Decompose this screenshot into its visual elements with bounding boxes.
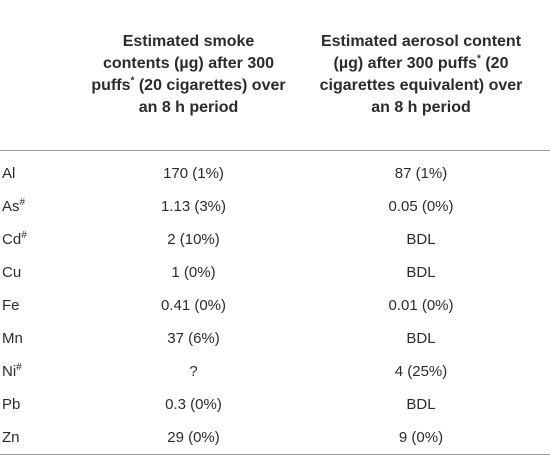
table-row: Cd# 2 (10%) BDL	[0, 223, 550, 256]
smoke-value-cell: 29 (0%)	[95, 421, 292, 455]
table-row: Cu 1 (0%) BDL	[0, 256, 550, 289]
header-smoke-text-b: (20 cigarettes) over an 8 h period	[134, 77, 286, 116]
element-cell: Mn	[0, 322, 95, 355]
table-row: Mn 37 (6%) BDL	[0, 322, 550, 355]
header-smoke-asterisk: *	[130, 75, 135, 87]
header-aerosol-text-b: (20 cigarettes equivalent) over an 8 h p…	[319, 55, 523, 116]
element-symbol: Ni	[2, 363, 17, 380]
table-body: Al 170 (1%) 87 (1%) As# 1.13 (3%) 0.05 (…	[0, 151, 550, 455]
smoke-value-cell: 2 (10%)	[167, 231, 220, 248]
element-cell: Al	[0, 151, 95, 191]
element-cell: As#	[0, 190, 95, 223]
element-cell: Fe	[0, 289, 95, 322]
element-symbol: Pb	[2, 396, 21, 413]
element-cell: Pb	[0, 388, 95, 421]
element-symbol: Cd	[2, 231, 22, 248]
table-row: Al 170 (1%) 87 (1%)	[0, 151, 550, 191]
smoke-value-cell: 170 (1%)	[163, 165, 224, 182]
element-cell: Zn	[0, 421, 95, 455]
element-symbol: Al	[2, 165, 16, 182]
element-symbol: As	[2, 198, 20, 215]
header-smoke-text-a: Estimated smoke contents (µg) after 300 …	[91, 33, 275, 94]
element-mark: #	[21, 230, 27, 241]
table-row: Fe 0.41 (0%) 0.01 (0%)	[0, 289, 550, 322]
element-mark: #	[16, 362, 22, 373]
aerosol-value-cell: 87 (1%)	[394, 165, 448, 182]
aerosol-value-cell: BDL	[406, 231, 436, 248]
table-row: Zn 29 (0%) 9 (0%)	[0, 421, 550, 455]
header-aerosol-content: Estimated aerosol content (µg) after 300…	[292, 0, 550, 151]
element-symbol: Zn	[2, 429, 20, 446]
aerosol-value-cell: 0.01 (0%)	[388, 297, 454, 314]
element-symbol: Fe	[2, 297, 20, 314]
table-header: Estimated smoke contents (µg) after 300 …	[0, 0, 550, 151]
aerosol-value-cell: BDL	[406, 396, 436, 413]
element-cell: Cd#	[0, 223, 95, 256]
aerosol-value-cell: BDL	[406, 330, 436, 347]
element-cell: Ni#	[0, 355, 95, 388]
aerosol-value-cell: 0.05 (0%)	[388, 198, 454, 215]
aerosol-value-cell: 9 (0%)	[292, 421, 550, 455]
metals-table: Estimated smoke contents (µg) after 300 …	[0, 0, 550, 455]
smoke-value-cell: 37 (6%)	[167, 330, 220, 347]
smoke-value-cell: 1.13 (3%)	[160, 198, 227, 215]
header-aerosol-text-a: Estimated aerosol content (µg) after 300…	[320, 33, 522, 72]
header-aerosol-asterisk: *	[476, 53, 481, 65]
aerosol-value-cell: BDL	[406, 264, 436, 281]
smoke-value-cell: 0.3 (0%)	[165, 396, 222, 413]
table-row: Pb 0.3 (0%) BDL	[0, 388, 550, 421]
element-symbol: Mn	[2, 330, 23, 347]
element-symbol: Cu	[2, 264, 22, 281]
table-row: Ni# ? 4 (25%)	[0, 355, 550, 388]
header-element-column	[0, 0, 95, 151]
element-mark: #	[19, 197, 26, 208]
table-row: As# 1.13 (3%) 0.05 (0%)	[0, 190, 550, 223]
header-smoke-contents: Estimated smoke contents (µg) after 300 …	[91, 0, 292, 151]
smoke-value-cell: 1 (0%)	[171, 264, 216, 281]
smoke-value-cell: 0.41 (0%)	[160, 297, 227, 314]
smoke-value-cell: ?	[189, 363, 198, 380]
aerosol-value-cell: 4 (25%)	[394, 363, 448, 380]
element-cell: Cu	[0, 256, 95, 289]
header-row: Estimated smoke contents (µg) after 300 …	[0, 0, 550, 151]
